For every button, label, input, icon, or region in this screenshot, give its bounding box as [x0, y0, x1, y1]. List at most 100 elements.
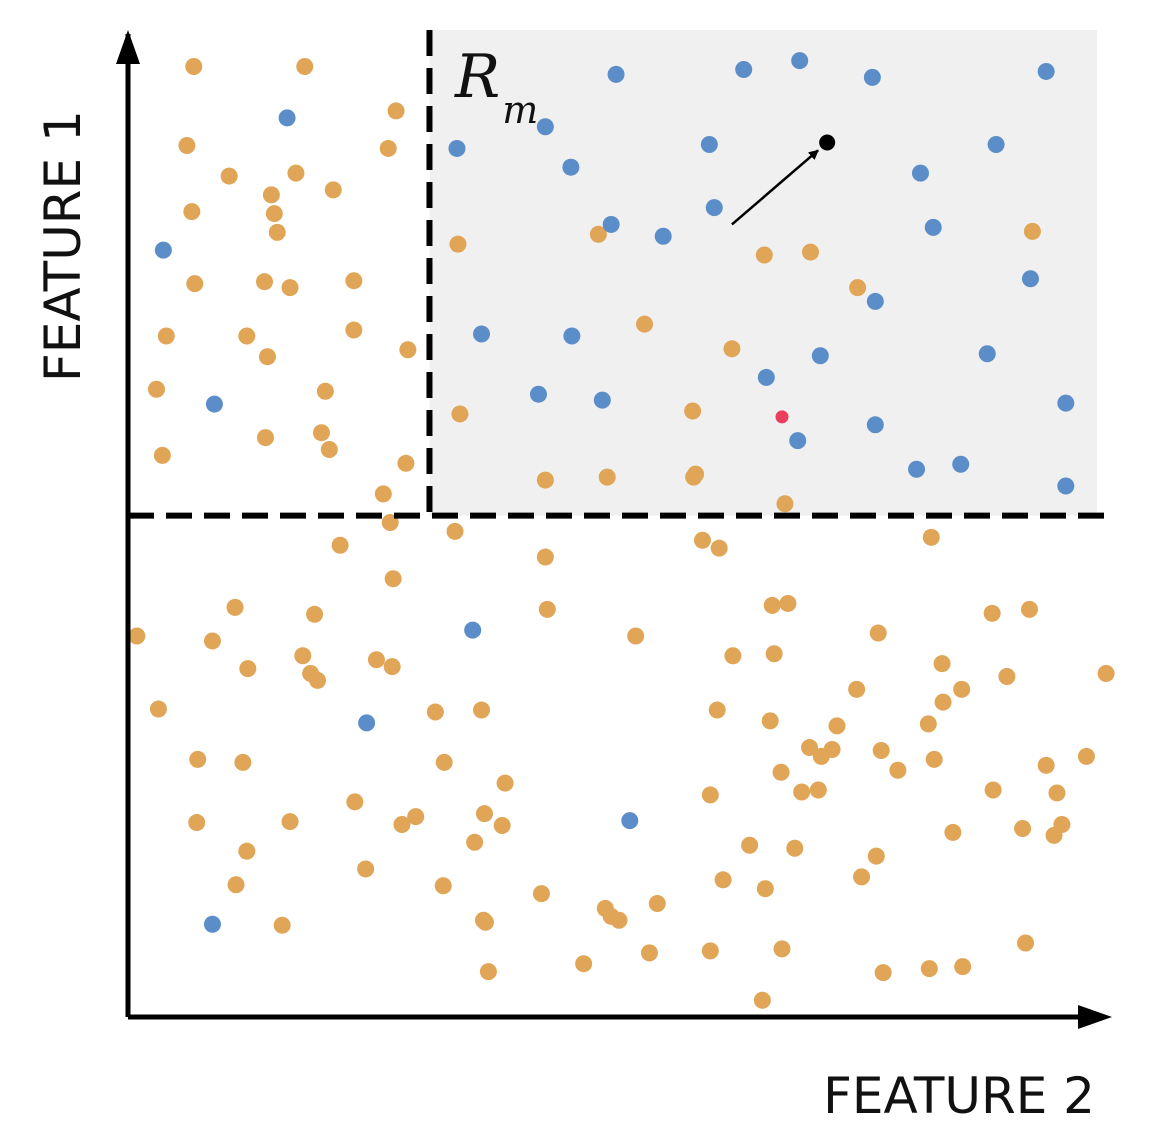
orange-point: [786, 839, 804, 857]
orange-point: [532, 885, 550, 903]
orange-point: [128, 627, 146, 645]
orange-point: [157, 327, 175, 345]
orange-point: [801, 739, 819, 757]
orange-point: [234, 753, 252, 771]
orange-point: [186, 275, 204, 293]
query-point: [819, 134, 836, 151]
orange-point: [255, 273, 273, 291]
orange-point: [451, 405, 469, 423]
orange-point: [379, 139, 397, 157]
blue-point: [735, 60, 753, 78]
orange-point: [849, 279, 867, 297]
blue-point: [205, 395, 223, 413]
orange-point: [872, 742, 890, 760]
orange-point: [714, 871, 732, 889]
blue-point: [866, 416, 884, 434]
blue-point: [924, 218, 942, 236]
orange-point: [273, 916, 291, 934]
blue-point: [529, 385, 547, 403]
orange-point: [258, 348, 276, 366]
orange-point: [684, 402, 702, 420]
orange-point: [627, 627, 645, 645]
x-axis-label: FEATURE 2: [823, 1067, 1095, 1125]
orange-point: [922, 528, 940, 546]
orange-point: [867, 847, 885, 865]
orange-point: [853, 868, 871, 886]
orange-point: [809, 781, 827, 799]
orange-point: [312, 424, 330, 442]
orange-point: [316, 382, 334, 400]
orange-point: [387, 102, 405, 120]
blue-point: [987, 135, 1005, 153]
orange-point: [575, 955, 593, 973]
orange-point: [426, 703, 444, 721]
orange-point: [153, 446, 171, 464]
orange-point: [238, 327, 256, 345]
orange-point: [1045, 826, 1063, 844]
orange-point: [435, 753, 453, 771]
orange-point: [479, 963, 497, 981]
orange-point: [536, 471, 554, 489]
orange-point: [1037, 756, 1055, 774]
orange-point: [496, 774, 514, 792]
blue-point: [952, 455, 970, 473]
orange-point: [954, 958, 972, 976]
orange-point: [772, 763, 790, 781]
orange-point: [493, 817, 511, 835]
blue-point: [866, 292, 884, 310]
orange-point: [793, 783, 811, 801]
blue-point: [1037, 62, 1055, 80]
orange-point: [324, 181, 342, 199]
orange-point: [708, 701, 726, 719]
orange-point: [399, 341, 417, 359]
orange-point: [1020, 600, 1038, 618]
orange-point: [256, 429, 274, 447]
orange-point: [944, 823, 962, 841]
blue-point: [154, 241, 172, 259]
blue-point: [621, 812, 639, 830]
blue-point: [757, 368, 775, 386]
blue-point: [536, 118, 554, 136]
blue-point: [1057, 477, 1075, 495]
orange-point: [407, 808, 425, 826]
blue-point: [278, 109, 296, 127]
orange-point: [262, 186, 280, 204]
orange-point: [765, 645, 783, 663]
orange-point: [265, 205, 283, 223]
region-rm-background: [429, 30, 1097, 516]
orange-point: [933, 655, 951, 673]
orange-point: [710, 539, 728, 557]
orange-point: [874, 964, 892, 982]
orange-point: [203, 632, 221, 650]
orange-point: [383, 658, 401, 676]
blue-point: [908, 460, 926, 478]
orange-point: [185, 58, 203, 76]
orange-point: [384, 570, 402, 588]
orange-point: [763, 596, 781, 614]
orange-point: [346, 793, 364, 811]
orange-point: [685, 468, 703, 486]
orange-point: [149, 700, 167, 718]
orange-point: [602, 907, 620, 925]
orange-point: [919, 715, 937, 733]
blue-point: [562, 158, 580, 176]
orange-point: [761, 712, 779, 730]
blue-point: [464, 621, 482, 639]
orange-point: [538, 600, 556, 618]
orange-point: [536, 548, 554, 566]
blue-point: [593, 391, 611, 409]
orange-point: [296, 58, 314, 76]
y-axis-label: FEATURE 1: [34, 110, 92, 382]
orange-point: [220, 167, 238, 185]
orange-point: [589, 225, 607, 243]
orange-point: [1017, 934, 1035, 952]
orange-point: [953, 680, 971, 698]
orange-point: [753, 991, 771, 1009]
orange-point: [983, 604, 1001, 622]
orange-point: [934, 693, 952, 711]
orange-point: [393, 816, 411, 834]
x-axis-arrowhead: [1078, 1005, 1112, 1029]
orange-point: [345, 321, 363, 339]
blue-point: [1057, 394, 1075, 412]
